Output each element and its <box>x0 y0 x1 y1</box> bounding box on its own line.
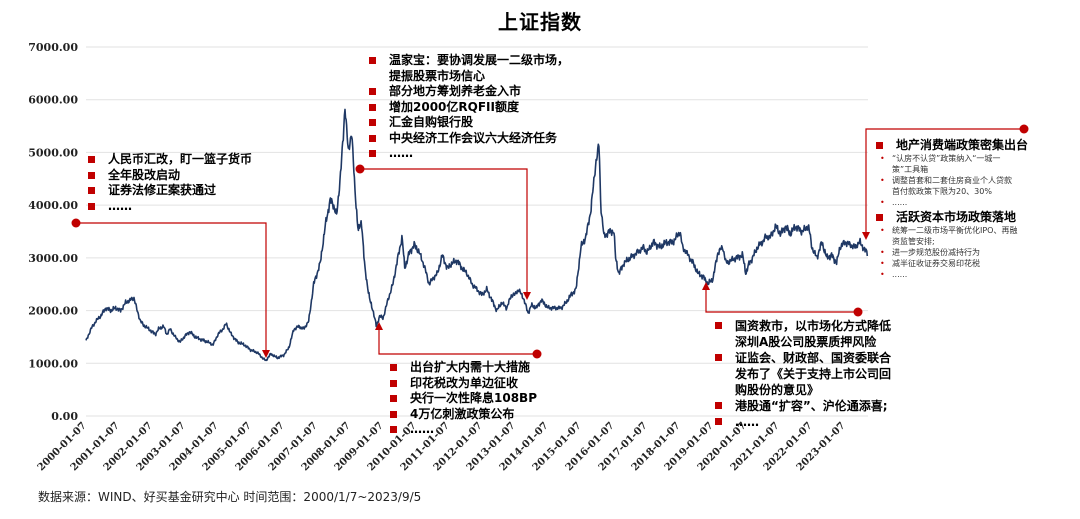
bullet-icon <box>88 171 95 179</box>
data-source-note: 数据来源：WIND、好买基金研究中心 时间范围：2000/1/7~2023/9/… <box>38 490 422 504</box>
annotation-subitem-continued: 策”工具箱 <box>892 165 929 174</box>
annotation-item: 汇金自购银行股 <box>369 115 569 131</box>
annotation-item: 部分地方筹划养老金入市 <box>369 84 569 100</box>
connector-2008 <box>355 164 531 300</box>
y-tick-label: 2000.00 <box>28 305 78 318</box>
annotation-subitem: • 统筹一二级市场平衡优化IPO、再融 <box>880 226 1018 235</box>
index-line <box>85 108 869 362</box>
bullet-icon <box>876 214 883 221</box>
bullet-icon <box>369 134 376 142</box>
annotation-item-continued: 发布了《关于支持上市公司回 <box>735 367 892 381</box>
y-tick-label: 7000.00 <box>28 41 78 54</box>
annotation-item: 出台扩大内需十大措施 <box>390 360 537 376</box>
annotation-item: …… <box>88 199 252 215</box>
annotation-item: 4万亿刺激政策公布 <box>390 407 537 423</box>
annotation-heading: 地产消费端政策密集出台 <box>876 138 1028 153</box>
bullet-icon <box>390 395 397 402</box>
bullet-icon <box>369 119 376 126</box>
annotation-item: 证监会、财政部、国资委联合 <box>715 350 891 366</box>
bullet-icon <box>88 156 95 163</box>
annotation-item: 中央经济工作会议六大经济任务 <box>369 131 569 147</box>
connector-2009 <box>375 322 542 359</box>
bullet-icon <box>876 142 883 149</box>
annotation-item: 人民币汇改，盯一篮子货币 <box>88 152 252 168</box>
y-tick-label: 6000.00 <box>28 94 78 107</box>
y-axis-gridlines <box>86 46 868 417</box>
y-axis-tick-labels: 0.00 1000.00 2000.00 3000.00 4000.00 5000.00 6… <box>28 41 78 423</box>
annotation-2008: 温家宝：要协调发展一二级市场， 提振股票市场信心 部分地方筹划养老金入市 增加2… <box>369 53 569 162</box>
annotation-heading: 活跃资本市场政策落地 <box>876 210 1028 225</box>
annotation-subitem: •...... <box>880 198 908 207</box>
annotation-2023: 地产消费端政策密集出台 • “认房不认贷”政策纳入“一城一 策”工具箱 • 调整首套… <box>876 138 1028 280</box>
bullet-icon <box>390 426 397 433</box>
y-tick-label: 4000.00 <box>28 199 78 212</box>
annotation-item: 证券法修正案获通过 <box>88 183 252 199</box>
annotation-item: 印花税改为单边征收 <box>390 376 537 392</box>
annotation-item: …… <box>390 422 537 438</box>
annotation-item: 央行一次性降息108BP <box>390 391 537 407</box>
annotation-item-continued: 深圳A股公司股票质押风险 <box>735 335 877 349</box>
annotation-2009: 出台扩大内需十大措施 印花税改为单边征收 央行一次性降息108BP 4万亿刺激政… <box>390 360 537 438</box>
bullet-icon <box>715 418 722 425</box>
index-series <box>85 108 869 362</box>
connector-2018 <box>702 282 863 317</box>
annotation-item: 国资救市，以市场化方式降低 <box>715 318 891 334</box>
bullet-icon <box>390 364 397 371</box>
annotation-subitem: • 减半征收证券交易印花税 <box>880 259 980 268</box>
annotation-subitem: • “认房不认贷”政策纳入“一城一 <box>880 154 1001 163</box>
annotation-connectors <box>71 124 1029 359</box>
annotation-subitem: • 进一步规范股份减持行为 <box>880 248 980 257</box>
y-tick-label: 5000.00 <box>28 146 78 159</box>
annotation-item: …… <box>369 146 569 162</box>
annotation-subitem-continued: 首付款政策下限为20、30% <box>892 187 992 196</box>
bullet-icon <box>88 202 95 210</box>
bullet-icon <box>715 322 722 329</box>
annotation-subitem: •...... <box>880 270 908 279</box>
bullet-icon <box>390 379 397 387</box>
bullet-icon <box>369 57 376 64</box>
bullet-icon <box>715 402 722 409</box>
y-tick-label: 3000.00 <box>28 252 78 265</box>
bullet-icon <box>390 410 397 418</box>
annotation-item: 全年股改启动 <box>88 168 252 184</box>
connector-2023 <box>862 124 1029 240</box>
annotation-subitem-continued: 资监管安排; <box>892 237 935 246</box>
chart-title: 上证指数 <box>498 10 582 34</box>
bullet-icon <box>88 187 95 194</box>
connector-2005 <box>71 218 270 358</box>
bullet-icon <box>369 88 376 95</box>
annotation-item: 温家宝：要协调发展一二级市场， <box>369 53 569 69</box>
annotation-2005: 人民币汇改，盯一篮子货币 全年股改启动 证券法修正案获通过 …… <box>88 152 252 214</box>
y-tick-label: 0.00 <box>51 410 78 423</box>
annotation-item: 港股通“扩容”、沪伦通添喜; <box>715 398 891 414</box>
annotation-item-continued: 购股份的意见》 <box>735 383 820 397</box>
annotation-subitem: • 调整首套和二套住房商业个人贷款 <box>880 176 1012 185</box>
bullet-icon <box>369 103 376 111</box>
annotation-item: 增加2000亿RQFII额度 <box>369 100 569 116</box>
annotation-item: …… <box>715 414 891 430</box>
annotation-item-continued: 提振股票市场信心 <box>389 68 486 83</box>
y-tick-label: 1000.00 <box>28 357 78 370</box>
bullet-icon <box>369 150 376 157</box>
bullet-icon <box>715 354 722 361</box>
annotation-2018: 国资救市，以市场化方式降低 深圳A股公司股票质押风险 证监会、财政部、国资委联合… <box>715 318 891 430</box>
